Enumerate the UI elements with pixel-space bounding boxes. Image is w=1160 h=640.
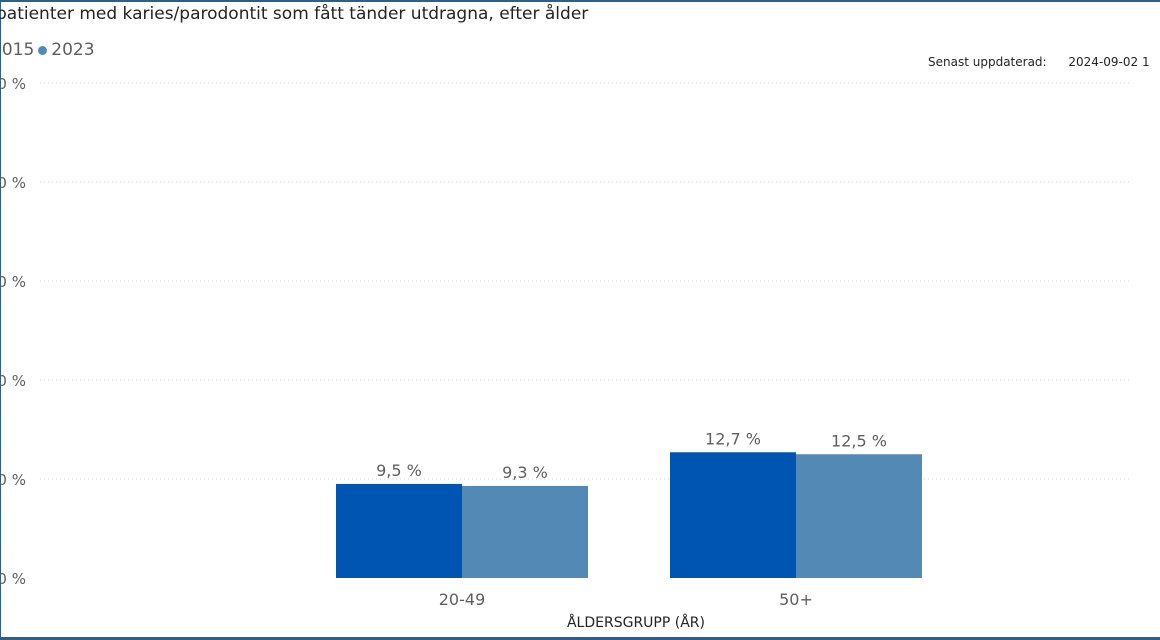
last-updated: Senast uppdaterad: 2024-09-02 1 [928, 55, 1150, 69]
y-tick-label: 0 % [0, 570, 26, 588]
bar-2015-20-49 [336, 483, 462, 578]
data-label: 9,5 % [376, 461, 422, 480]
chart-title: patienter med karies/parodontit som fått… [0, 4, 589, 24]
legend-label-2023: 2023 [51, 40, 95, 60]
y-tick-label: 40 % [0, 174, 26, 192]
data-label: 9,3 % [502, 463, 548, 482]
y-tick-label: 20 % [0, 372, 26, 390]
legend-marker-2023 [38, 45, 48, 55]
bar-2023-50+ [796, 454, 922, 578]
legend: 2015 2023 [0, 40, 99, 60]
x-tick-label: 20-49 [439, 590, 486, 609]
y-tick-label: 50 % [0, 75, 26, 93]
legend-label-2015: 2015 [0, 40, 35, 60]
data-label: 12,5 % [831, 431, 887, 450]
data-label: 12,7 % [705, 429, 761, 448]
x-tick-label: 50+ [779, 590, 813, 609]
legend-item-2023[interactable]: 2023 [38, 40, 95, 60]
last-updated-label: Senast uppdaterad: [928, 55, 1047, 69]
y-tick-label: 10 % [0, 471, 26, 489]
last-updated-value: 2024-09-02 1 [1068, 55, 1150, 69]
bar-2015-50+ [670, 452, 796, 578]
bar-2023-20-49 [462, 485, 588, 578]
x-axis-title: ÅLDERSGRUPP (ÅR) [567, 614, 705, 631]
y-tick-label: 30 % [0, 273, 26, 291]
legend-item-2015[interactable]: 2015 [0, 40, 34, 60]
